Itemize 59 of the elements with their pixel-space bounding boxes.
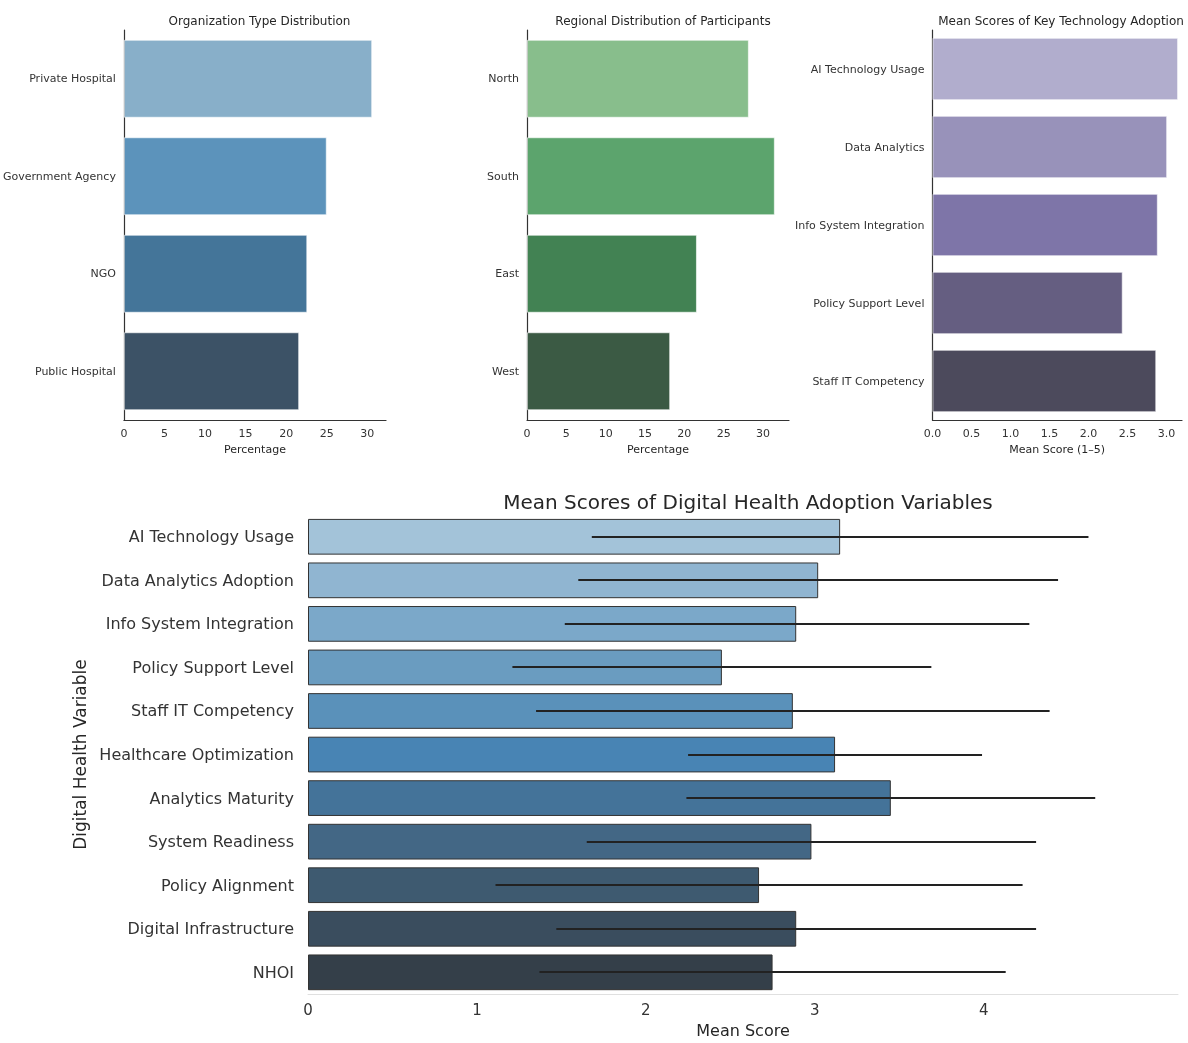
x-tick-label: 30: [756, 427, 771, 440]
x-tick-label: 10: [598, 427, 613, 440]
x-axis-title: Mean Score: [696, 1020, 790, 1040]
x-tick-label: 4: [978, 1000, 989, 1019]
x-tick-label: 0: [120, 427, 128, 440]
y-tick-label: West: [491, 364, 520, 378]
y-tick-label: East: [495, 267, 520, 281]
x-tick-label: 0.0: [923, 427, 942, 440]
y-tick-label: Public Hospital: [34, 364, 116, 378]
y-tick-label: AI Technology Usage: [128, 527, 294, 547]
y-axis-title: Digital Health Variable: [69, 659, 90, 850]
y-tick-label: Data Analytics: [844, 140, 925, 154]
x-tick-label: 2.0: [1079, 427, 1098, 440]
x-tick-label: 20: [677, 427, 692, 440]
y-tick-label: Policy Support Level: [132, 657, 294, 677]
x-tick-label: 0: [523, 427, 531, 440]
y-tick-label: System Readiness: [147, 832, 294, 852]
x-tick-label: 20: [279, 427, 294, 440]
chart-title: Mean Scores of Key Technology Adoption: [938, 14, 1184, 28]
y-tick-label: NGO: [90, 267, 117, 281]
y-tick-label: South: [487, 169, 520, 183]
chart-title: Organization Type Distribution: [168, 14, 351, 28]
y-tick-label: Staff IT Competency: [812, 374, 925, 388]
y-tick-label: Policy Alignment: [160, 875, 294, 895]
y-tick-label: Staff IT Competency: [131, 701, 294, 721]
x-tick-label: 25: [319, 427, 334, 440]
y-tick-label: Private Hospital: [29, 72, 116, 86]
chart-title: Regional Distribution of Participants: [555, 14, 771, 28]
y-tick-label: Government Agency: [2, 169, 117, 183]
y-tick-label: Healthcare Optimization: [99, 745, 294, 765]
x-tick-label: 2: [641, 1000, 651, 1019]
x-tick-label: 3.0: [1157, 427, 1176, 440]
x-tick-label: 10: [198, 427, 213, 440]
x-tick-label: 5: [562, 427, 570, 440]
x-tick-label: 1: [472, 1000, 482, 1019]
x-tick-label: 0.5: [962, 427, 981, 440]
y-tick-label: Info System Integration: [105, 614, 294, 634]
x-tick-label: 1.5: [1040, 427, 1059, 440]
x-tick-label: 3: [810, 1000, 820, 1019]
x-tick-label: 2.5: [1118, 427, 1137, 440]
x-tick-label: 1.0: [1001, 427, 1020, 440]
x-tick-label: 15: [638, 427, 653, 440]
y-tick-label: Digital Infrastructure: [127, 919, 294, 939]
y-tick-label: AI Technology Usage: [810, 62, 925, 76]
x-axis-title: Mean Score (1–5): [1009, 443, 1106, 456]
chart-title: Mean Scores of Digital Health Adoption Variables: [503, 490, 993, 514]
x-axis-title: Percentage: [627, 443, 690, 456]
x-tick-label: 5: [160, 427, 168, 440]
x-tick-label: 0: [303, 1000, 313, 1019]
y-tick-label: Info System Integration: [794, 218, 925, 232]
x-tick-label: 30: [360, 427, 375, 440]
y-tick-label: Data Analytics Adoption: [101, 570, 294, 590]
y-tick-label: NHOI: [252, 962, 294, 982]
x-tick-label: 15: [238, 427, 253, 440]
y-tick-label: North: [488, 72, 520, 86]
y-tick-label: Analytics Maturity: [149, 788, 294, 808]
x-tick-label: 25: [716, 427, 731, 440]
y-tick-label: Policy Support Level: [813, 296, 925, 310]
x-axis-title: Percentage: [224, 443, 287, 456]
